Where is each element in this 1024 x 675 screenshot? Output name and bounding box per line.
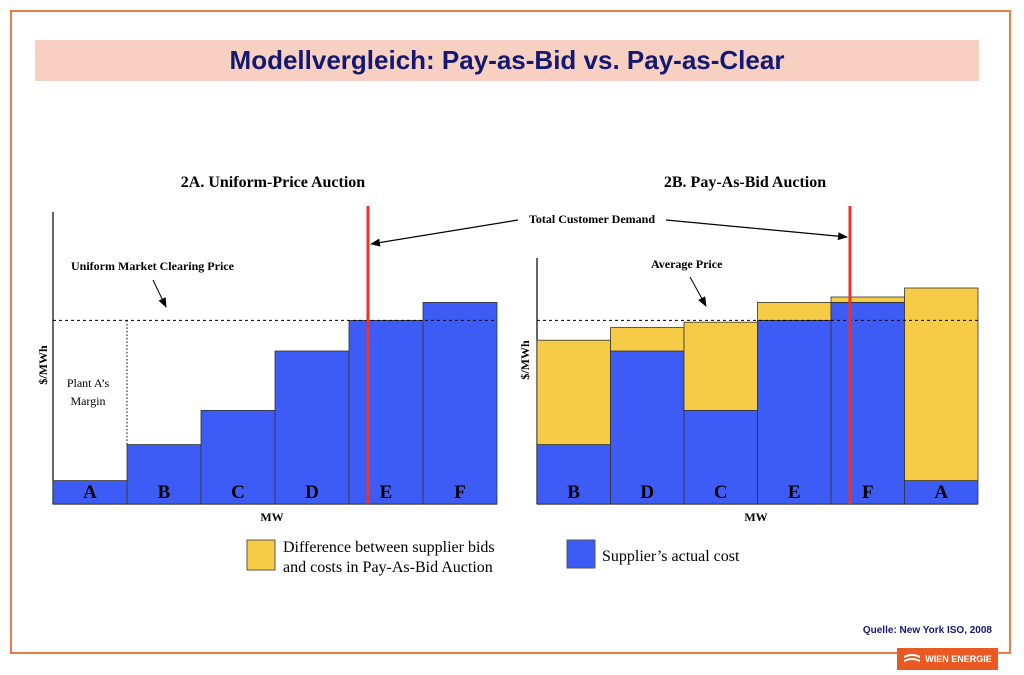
legend-swatch-cost: [566, 539, 596, 569]
legend-swatch-difference: [246, 539, 276, 571]
chart-b-title: 2B. Pay-As-Bid Auction: [664, 174, 826, 191]
logo-text: WIEN ENERGIE: [925, 654, 992, 664]
demand-arrow-b: [665, 219, 848, 241]
difference-bar: [683, 321, 758, 411]
bar-category-label: B: [158, 482, 171, 503]
difference-bar: [904, 287, 979, 482]
bar-category-label: E: [788, 482, 801, 503]
clearing-price-arrow: [152, 279, 167, 308]
cost-bar: [610, 350, 685, 505]
cost-bar: [830, 301, 905, 505]
chart-a-ylabel: $/MWh: [36, 345, 50, 385]
plant-a-margin-label-2: Margin: [70, 394, 105, 408]
chart-b-xlabel: MW: [744, 510, 767, 524]
chart-b-ylabel: $/MWh: [518, 340, 532, 380]
cost-bar: [536, 444, 611, 505]
cost-bar: [274, 350, 350, 505]
legend-cost: Supplier’s actual cost: [602, 548, 740, 565]
clearing-price-label: Uniform Market Clearing Price: [71, 259, 235, 273]
bar-category-label: B: [567, 482, 580, 503]
slide-frame: [10, 10, 1011, 654]
wien-energie-logo: WIEN ENERGIE: [897, 648, 998, 670]
difference-bar: [536, 339, 611, 446]
chart-a-title: 2A. Uniform-Price Auction: [181, 174, 366, 191]
legend-difference-line-1: Difference between supplier bids: [283, 539, 495, 556]
legend-difference-line-2: and costs in Pay-As-Bid Auction: [283, 559, 493, 576]
bar-category-label: A: [934, 482, 948, 503]
bar-category-label: D: [640, 482, 654, 503]
slide-title: Modellvergleich: Pay-as-Bid vs. Pay-as-C…: [229, 45, 785, 75]
source-note: Quelle: New York ISO, 2008: [862, 625, 992, 636]
difference-bar: [830, 296, 905, 303]
difference-bar: [757, 301, 832, 321]
cost-bar: [200, 409, 276, 505]
logo-icon: [904, 654, 921, 662]
bar-category-label: E: [380, 482, 393, 503]
cost-bar: [422, 301, 498, 505]
title-bar: Modellvergleich: Pay-as-Bid vs. Pay-as-C…: [35, 40, 979, 81]
average-price-label: Average Price: [651, 257, 723, 271]
cost-bar: [757, 319, 832, 505]
chart-a-bars: A B C D E F: [52, 301, 498, 505]
bar-category-label: F: [454, 482, 466, 503]
bar-category-label: F: [862, 482, 874, 503]
cost-bar: [126, 444, 202, 505]
bar-category-label: C: [714, 482, 728, 503]
cost-bar: [348, 319, 424, 505]
demand-arrow-a: [370, 219, 519, 247]
demand-label: Total Customer Demand: [529, 212, 655, 226]
bar-category-label: C: [231, 482, 245, 503]
difference-bar: [610, 327, 685, 352]
average-price-arrow: [689, 276, 707, 307]
plant-a-margin-label-1: Plant A’s: [67, 376, 110, 390]
bar-category-label: A: [83, 482, 97, 503]
chart-a-xlabel: MW: [260, 510, 283, 524]
bar-category-label: D: [305, 482, 319, 503]
